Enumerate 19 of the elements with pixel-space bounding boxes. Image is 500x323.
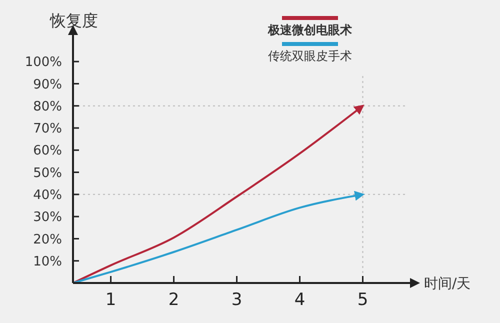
y-tick-label: 50% [33,166,62,181]
y-tick-label: 60% [33,144,62,159]
legend-label: 极速微创电眼术 [267,23,352,37]
x-tick-label: 4 [294,290,306,310]
y-tick-label: 80% [33,99,62,114]
legend-label: 传统双眼皮手术 [268,49,352,63]
x-tick-label: 3 [231,290,242,310]
y-tick-label: 10% [33,254,62,270]
y-axis-title: 恢复度 [49,11,98,30]
y-tick-label: 40% [33,188,62,203]
y-tick-label: 90% [33,77,62,92]
x-tick-label: 2 [168,290,180,310]
y-tick-label: 20% [33,232,62,248]
y-tick-label: 70% [33,122,62,137]
x-tick-label: 1 [105,290,116,310]
y-tick-label: 100% [24,55,62,70]
x-tick-label: 5 [357,290,368,310]
y-tick-label: 30% [33,210,62,226]
x-axis-title: 时间/天 [424,276,471,292]
